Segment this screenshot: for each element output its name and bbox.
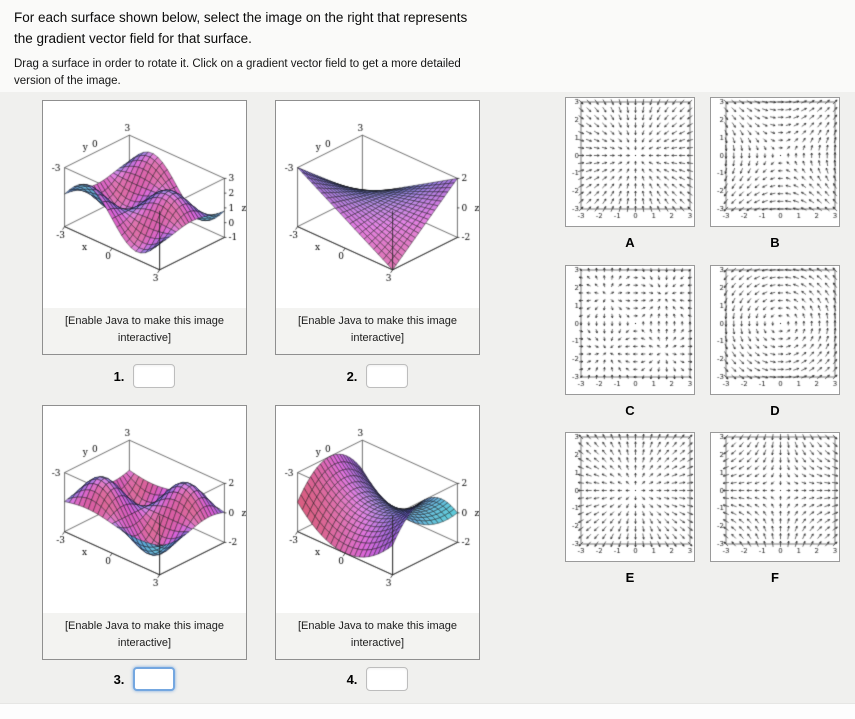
- vector-field-canvas-B: [711, 98, 839, 226]
- field-label-D: D: [770, 403, 780, 418]
- question-number-2: 2.: [346, 368, 358, 384]
- question-line-2: the gradient vector field for that surfa…: [14, 31, 252, 46]
- caption-line-1: [Enable Java to make this image: [298, 315, 457, 327]
- surface-plot-2[interactable]: [276, 101, 479, 308]
- vector-field-canvas-C: [566, 266, 694, 394]
- answer-row-1: 1.: [42, 361, 247, 391]
- surface-applet-4: [Enable Java to make this image interact…: [275, 405, 480, 660]
- caption-line-2: interactive]: [350, 637, 405, 649]
- surface-applet-3: [Enable Java to make this image interact…: [42, 405, 247, 660]
- caption-line-1: [Enable Java to make this image: [65, 315, 224, 327]
- vector-field-panel-A[interactable]: [565, 97, 695, 227]
- vector-field-panel-B[interactable]: [710, 97, 840, 227]
- field-label-B: B: [770, 235, 780, 250]
- caption-line-1: [Enable Java to make this image: [65, 620, 224, 632]
- vector-field-canvas-A: [566, 98, 694, 226]
- surface-plot-3[interactable]: [43, 406, 246, 613]
- field-label-A: A: [625, 235, 635, 250]
- surface-plot-1[interactable]: [43, 101, 246, 308]
- vector-field-A: A: [565, 97, 695, 250]
- answer-row-4: 4.: [275, 664, 480, 694]
- caption-line-1: [Enable Java to make this image: [298, 620, 457, 632]
- surface-plot-4[interactable]: [276, 406, 479, 613]
- answer-input-4[interactable]: [366, 667, 409, 691]
- vector-field-panel-F[interactable]: [710, 432, 840, 562]
- enable-java-caption: [Enable Java to make this image interact…: [43, 308, 246, 354]
- vector-field-canvas-F: [711, 433, 839, 561]
- question-text: For each surface shown below, select the…: [14, 7, 467, 49]
- vector-field-panel-C[interactable]: [565, 265, 695, 395]
- instructions-text: Drag a surface in order to rotate it. Cl…: [14, 56, 461, 90]
- caption-line-2: interactive]: [117, 637, 172, 649]
- vector-field-F: F: [710, 432, 840, 585]
- vector-field-E: E: [565, 432, 695, 585]
- field-label-F: F: [771, 570, 779, 585]
- caption-line-2: interactive]: [117, 332, 172, 344]
- vector-field-panel-D[interactable]: [710, 265, 840, 395]
- enable-java-caption: [Enable Java to make this image interact…: [276, 613, 479, 659]
- enable-java-caption: [Enable Java to make this image interact…: [43, 613, 246, 659]
- answer-input-2[interactable]: [366, 364, 409, 388]
- field-label-E: E: [625, 570, 635, 585]
- instructions-line-1: Drag a surface in order to rotate it. Cl…: [14, 58, 461, 70]
- question-number-4: 4.: [346, 671, 358, 687]
- enable-java-caption: [Enable Java to make this image interact…: [276, 308, 479, 354]
- footer-strip: [0, 703, 855, 719]
- field-label-C: C: [625, 403, 635, 418]
- vector-field-D: D: [710, 265, 840, 418]
- answer-row-3: 3.: [42, 664, 247, 694]
- surface-applet-1: [Enable Java to make this image interact…: [42, 100, 247, 355]
- question-number-1: 1.: [113, 368, 125, 384]
- caption-line-2: interactive]: [350, 332, 405, 344]
- vector-field-C: C: [565, 265, 695, 418]
- question-line-1: For each surface shown below, select the…: [14, 10, 468, 25]
- vector-field-canvas-E: [566, 433, 694, 561]
- vector-field-canvas-D: [711, 266, 839, 394]
- surface-applet-2: [Enable Java to make this image interact…: [275, 100, 480, 355]
- question-number-3: 3.: [113, 671, 125, 687]
- vector-field-B: B: [710, 97, 840, 250]
- answer-row-2: 2.: [275, 361, 480, 391]
- answer-input-3[interactable]: [133, 667, 176, 691]
- header-band: [0, 0, 855, 92]
- instructions-line-2: version of the image.: [14, 75, 121, 87]
- answer-input-1[interactable]: [133, 364, 176, 388]
- vector-field-panel-E[interactable]: [565, 432, 695, 562]
